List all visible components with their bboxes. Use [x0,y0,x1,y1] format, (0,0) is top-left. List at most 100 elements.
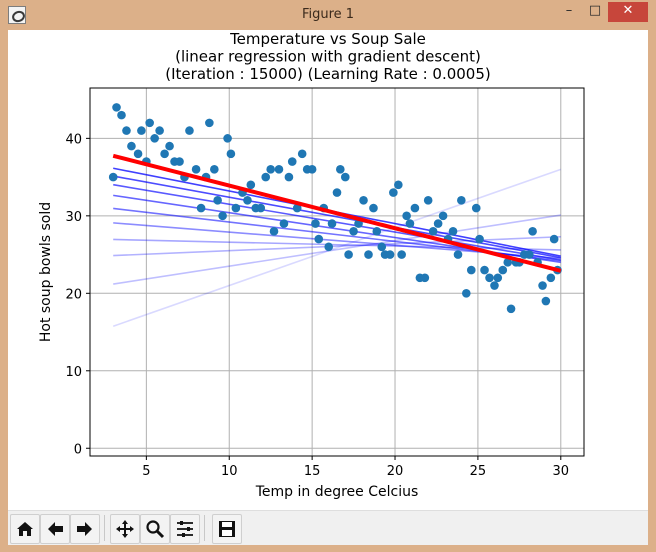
app-icon [8,6,26,24]
data-point [397,250,406,259]
final-fit-line [112,153,562,273]
data-point [453,250,463,259]
y-tick-label: 10 [65,365,82,380]
data-point [471,203,481,213]
data-point [185,126,194,135]
minimize-button[interactable]: – [565,3,573,18]
data-point [246,180,256,190]
figure-client-area: Temperature vs Soup Sale (linear regressi… [8,30,648,545]
y-tick-label: 20 [65,287,82,302]
forward-icon [77,522,92,536]
data-point [122,126,131,135]
data-point [287,157,297,166]
x-axis-label: Temp in degree Celcius [255,484,419,500]
data-point [541,296,551,306]
home-icon [17,522,33,536]
chart-title-line: (Iteration : 15000) (Learning Rate : 0.0… [165,65,490,83]
data-point [420,273,430,283]
data-point [475,234,484,244]
data-point [297,149,307,159]
navigation-toolbar [8,510,648,545]
x-tick-label: 25 [470,464,487,479]
x-tick-label: 5 [142,464,150,479]
data-point [549,234,559,244]
data-point [410,203,420,213]
data-point [292,203,302,213]
data-point [332,188,342,197]
maximize-button[interactable]: □ [588,3,602,18]
grid-lines [90,88,584,456]
close-button[interactable]: ✕ [608,2,648,22]
data-point [546,273,556,283]
data-point [336,165,345,174]
data-point [165,141,174,151]
configure-subplots-button[interactable] [170,514,200,544]
data-point [423,196,433,205]
zoom-icon [146,520,165,539]
data-point [490,281,499,290]
pan-icon [116,520,134,538]
axis-labels: Temp in degree Celcius Hot soup bowls sol… [38,202,418,500]
data-point [498,265,508,275]
data-point [428,227,438,236]
data-point [506,304,516,314]
save-button[interactable] [212,514,242,544]
pan-button[interactable] [110,514,140,544]
toolbar-separator [104,515,105,541]
data-point [145,118,154,128]
y-tick-label: 0 [74,442,82,457]
x-tick-label: 30 [553,464,570,479]
data-point [394,180,403,190]
data-point [369,203,378,213]
data-point [150,134,159,143]
data-point [538,281,547,290]
data-point [108,172,118,182]
data-point [524,250,534,259]
regression-history-line [113,175,561,259]
data-point [324,242,334,252]
axes: 5 10 15 20 25 30 0 10 20 30 40 [65,87,585,479]
data-point [269,227,279,236]
data-point [466,265,476,275]
regression-history-line [113,235,561,257]
home-button[interactable] [10,514,40,544]
data-point [480,265,489,275]
forward-button[interactable] [70,514,100,544]
window-title: Figure 1 [301,7,355,22]
final-fit-line-path [112,153,562,273]
data-point [457,196,466,205]
data-point [112,103,121,112]
data-point [372,227,382,236]
y-axis-label: Hot soup bowls sold [38,202,54,342]
data-point [218,211,227,221]
data-point [377,242,387,252]
data-point [503,258,513,267]
data-point [133,149,143,159]
back-icon [48,522,63,536]
data-point [314,234,324,244]
save-icon [219,521,235,537]
data-point [284,172,294,182]
data-point [433,219,443,228]
plot-frame [89,87,585,457]
data-point [127,141,136,151]
back-button[interactable] [40,514,70,544]
x-tick-label: 10 [221,464,238,479]
data-point [155,126,164,135]
chart-title: Temperature vs Soup Sale(linear regressi… [165,30,490,83]
title-bar: Figure 1 – □ ✕ [0,0,656,30]
zoom-button[interactable] [140,514,170,544]
configure-subplots-icon [177,521,193,537]
data-point [402,211,411,221]
data-point [256,203,266,213]
data-point [226,149,236,159]
x-tick-label: 20 [387,464,404,479]
toolbar-separator [204,515,205,541]
data-point [191,165,201,174]
data-point [311,219,320,228]
data-point [196,203,206,213]
y-tick-label: 30 [65,210,82,225]
data-point [117,110,126,120]
data-point [279,219,289,228]
y-tick-label: 40 [65,132,82,147]
